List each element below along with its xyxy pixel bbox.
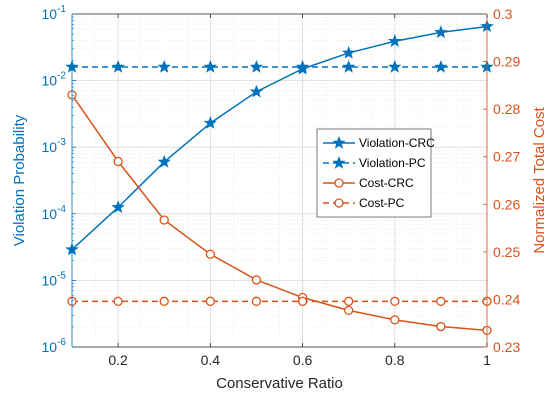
x-tick-label: 0.2: [108, 352, 128, 368]
data-point: [390, 315, 400, 325]
data-point: [295, 59, 310, 73]
legend-label: Violation-CRC: [359, 136, 435, 150]
right-y-axis-label: Normalized Total Cost: [531, 106, 548, 253]
right-y-tick-label: 0.28: [493, 101, 520, 117]
data-point: [388, 34, 402, 47]
right-y-tick-label: 0.3: [493, 6, 513, 22]
axes: 0.2 0.4 0.6 0.8 1 10-6 10-5 10-4 10-3 10-2 10-1 0.2…: [42, 4, 521, 368]
data-point: [205, 296, 215, 306]
legend-item: Violation-CRC: [323, 135, 435, 150]
left-y-tick-label: 10-2: [42, 71, 67, 89]
data-point: [436, 296, 446, 306]
series-cost-pc: [67, 296, 492, 306]
data-point: [434, 25, 448, 39]
x-tick-label: 0.6: [293, 352, 313, 368]
data-point: [249, 59, 264, 73]
legend-label: Violation-PC: [359, 156, 426, 170]
data-point: [111, 200, 125, 214]
legend-item: Cost-PC: [323, 196, 405, 210]
x-axis-label: Conservative Ratio: [216, 375, 343, 392]
right-y-tick-label: 0.29: [493, 54, 520, 70]
series-line: [71, 25, 488, 251]
left-y-tick-label: 10-3: [42, 137, 67, 155]
legend-marker: [334, 198, 344, 208]
left-y-axis-label: Violation Probability: [11, 114, 28, 246]
data-point: [344, 296, 354, 306]
left-y-tick-label: 10-4: [42, 204, 67, 222]
series-line: [71, 94, 488, 332]
data-point: [388, 59, 402, 73]
left-y-tick-label: 10-6: [42, 337, 67, 355]
legend-marker: [332, 155, 346, 169]
left-y-tick-label: 10-1: [42, 4, 67, 22]
data-point: [344, 305, 354, 316]
data-point: [113, 296, 123, 306]
right-y-tick-label: 0.25: [493, 244, 520, 260]
legend-label: Cost-PC: [359, 196, 405, 210]
legend-marker: [334, 178, 344, 188]
left-y-tick-label: 10-5: [42, 270, 67, 288]
x-tick-label: 0.8: [385, 352, 405, 368]
data-point: [111, 59, 125, 73]
data-point: [157, 154, 171, 168]
data-point: [159, 215, 169, 225]
right-y-tick-label: 0.24: [493, 291, 520, 307]
right-y-tick-label: 0.27: [493, 149, 520, 165]
data-point: [341, 59, 356, 73]
data-point: [157, 59, 171, 73]
data-point: [251, 275, 262, 285]
data-point: [341, 45, 356, 59]
x-tick-label: 0.4: [201, 352, 221, 368]
data-point: [434, 59, 448, 73]
legend-item: Cost-CRC: [323, 176, 414, 190]
data-point: [436, 321, 446, 332]
data-point: [113, 156, 123, 167]
data-point: [205, 249, 215, 259]
right-y-tick-label: 0.23: [493, 339, 520, 355]
data-point: [249, 84, 264, 98]
data-point: [159, 296, 169, 306]
data-point: [203, 116, 218, 129]
legend: Violation-CRC Violation-PC Cost-CRC Cost-PC: [316, 128, 435, 218]
legend-label: Cost-CRC: [359, 176, 414, 190]
right-y-tick-label: 0.26: [493, 196, 520, 212]
series-cost-crc: [67, 90, 492, 336]
legend-marker: [332, 135, 346, 149]
data-point: [251, 296, 262, 306]
data-point: [203, 59, 218, 73]
legend-item: Violation-PC: [323, 155, 426, 170]
data-point: [297, 296, 308, 306]
data-point: [390, 296, 400, 306]
x-tick-label: 1: [483, 352, 491, 368]
